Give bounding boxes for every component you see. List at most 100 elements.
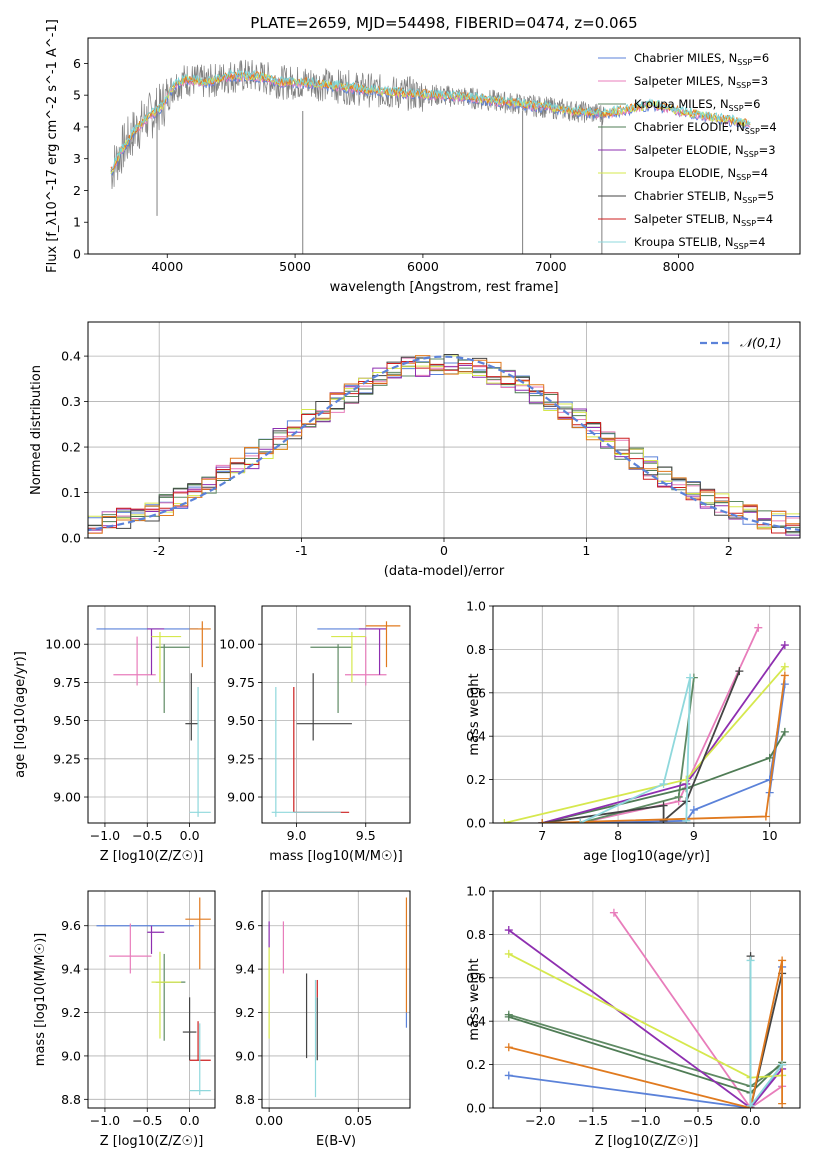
x-axis-label: Z [log10(Z/Z☉)] — [100, 1134, 204, 1149]
legend-label: Kroupa STELIB, NSSP=4 — [634, 235, 765, 251]
mass-weight-series-line — [542, 670, 741, 823]
y-tick-label: 4 — [73, 119, 81, 134]
mass-vs-metallicity-panel: −1.0 −0.5 0.0 8.8 9.0 9.2 9.4 9.6 Z [log10(Z/Z☉)… — [33, 890, 216, 1149]
y-tick-label: 0.2 — [466, 1057, 486, 1072]
mass-weight-marker — [778, 1060, 787, 1069]
legend-label-main: Chabrier MILES, N — [634, 51, 737, 65]
x-tick-label: 0.00 — [255, 1113, 283, 1128]
legend-label-tail: =4 — [756, 212, 773, 226]
mass-weight-marker — [778, 956, 787, 965]
y-tick-label: 0.3 — [61, 394, 81, 409]
mass-weight-series-line — [580, 627, 760, 823]
x-tick-label: −0.5 — [132, 1113, 162, 1128]
legend-label: Salpeter MILES, NSSP=3 — [634, 74, 768, 90]
y-tick-label: 0.2 — [61, 440, 81, 455]
legend-label-main: Salpeter STELIB, N — [634, 212, 741, 226]
y-tick-label: 9.50 — [53, 713, 81, 728]
y-tick-label: 0.0 — [61, 531, 81, 546]
y-axis-label: mass weight — [467, 958, 482, 1040]
legend-label-main: Chabrier ELODIE, N — [634, 120, 745, 134]
y-tick-label: 9.0 — [61, 1048, 81, 1063]
mass-weight-marker — [686, 673, 695, 682]
x-tick-label: −0.5 — [132, 828, 162, 843]
mass-weight-marker — [504, 1012, 513, 1021]
age-vs-mass-panel: 9.0 9.5 9.00 9.25 9.50 9.75 10.00 mass [log10(M… — [219, 605, 411, 864]
legend-label-tail: =5 — [757, 189, 774, 203]
x-tick-label: −0.5 — [683, 1113, 713, 1128]
axes-frame — [261, 890, 411, 1109]
axes-frame — [492, 605, 801, 824]
x-tick-label: 2 — [725, 543, 733, 558]
model-spectrum-line — [110, 69, 751, 170]
mass-weight-marker — [780, 671, 789, 680]
mass-weight-series-line — [580, 683, 786, 823]
y-tick-label: 9.25 — [227, 751, 255, 766]
y-axis-label: mass [log10(M/M☉)] — [33, 933, 48, 1066]
y-tick-label: 0.8 — [466, 642, 486, 657]
y-tick-label: 2 — [73, 183, 81, 198]
x-axis-label: E(B-V) — [316, 1134, 356, 1149]
y-tick-label: 5 — [73, 88, 81, 103]
age-vs-metallicity-panel: −1.0 −0.5 0.0 9.00 9.25 9.50 9.75 10.00 Z [log10… — [13, 605, 216, 864]
mass-weight-marker — [659, 816, 668, 823]
mass-weight-marker — [659, 801, 668, 810]
legend-label-main: Kroupa MILES, N — [634, 97, 729, 111]
mass-weight-series-line — [613, 912, 783, 1108]
y-tick-label: 10.00 — [45, 637, 81, 652]
y-tick-label: 0.0 — [466, 816, 486, 831]
plot-body — [110, 59, 751, 254]
mass-weight-marker — [746, 956, 755, 965]
x-tick-label: 7000 — [535, 259, 567, 274]
x-axis-label: wavelength [Angstrom, rest frame] — [330, 280, 559, 295]
y-tick-label: 9.4 — [61, 962, 81, 977]
y-tick-label: 9.50 — [227, 713, 255, 728]
legend-label-sub: SSP — [741, 219, 756, 228]
legend-label-main: Kroupa STELIB, N — [634, 235, 734, 249]
mass-weight-series-line — [579, 677, 691, 823]
y-tick-label: 3 — [73, 151, 81, 166]
y-axis-label: age [log10(age/yr)] — [13, 651, 28, 778]
x-axis-label: (data-model)/error — [384, 564, 505, 579]
y-tick-label: 1.0 — [466, 884, 486, 899]
legend-label-main: Salpeter ELODIE, N — [634, 143, 744, 157]
legend-label-sub: SSP — [742, 196, 757, 205]
y-tick-label: 9.0 — [235, 1048, 255, 1063]
y-tick-label: 9.25 — [53, 751, 81, 766]
y-tick-label: 0.6 — [466, 970, 486, 985]
y-tick-label: 9.2 — [235, 1005, 255, 1020]
mass-weight-series-line — [504, 666, 786, 823]
mass-weight-marker — [504, 1043, 513, 1052]
y-tick-label: 10.00 — [219, 637, 255, 652]
x-tick-label: 9 — [690, 828, 698, 843]
y-tick-label: 9.6 — [61, 918, 81, 933]
axes-frame — [87, 37, 801, 255]
x-tick-label: 4000 — [151, 259, 183, 274]
legend-label-sub: SSP — [737, 58, 752, 67]
figure-title: PLATE=2659, MJD=54498, FIBERID=0474, z=0… — [250, 14, 637, 32]
y-tick-label: 0.4 — [466, 729, 486, 744]
mass-weight-marker — [504, 926, 513, 935]
mass-weight-marker — [500, 819, 509, 823]
y-tick-label: 0.1 — [61, 485, 81, 500]
plot-body — [96, 897, 211, 1095]
mass-weight-series-line — [508, 960, 783, 1108]
y-tick-label: 0.4 — [61, 349, 81, 364]
mass-weight-marker — [576, 819, 585, 823]
mass-weight-series-line — [508, 929, 783, 1108]
x-tick-label: −2.0 — [525, 1113, 555, 1128]
histogram-series — [88, 355, 800, 534]
legend-label-tail: =4 — [760, 120, 777, 134]
y-tick-label: 0.6 — [466, 685, 486, 700]
x-tick-label: -2 — [153, 543, 165, 558]
y-tick-label: 0.2 — [466, 772, 486, 787]
y-tick-label: 6 — [73, 56, 81, 71]
x-axis-label: mass [log10(M/M☉)] — [269, 849, 402, 864]
mass-weight-marker — [674, 792, 683, 801]
mass-weight-marker — [538, 819, 547, 823]
axes-frame — [87, 605, 216, 824]
legend-label-main: Salpeter MILES, N — [634, 74, 736, 88]
legend-label-tail: =6 — [752, 51, 769, 65]
mass-weight-vs-metallicity-panel: −2.0 −1.5 −1.0 −0.5 0.0 0.0 0.2 0.4 0.6 0.8 1.0 Z [… — [466, 884, 801, 1149]
y-axis-label: Normed distribution — [29, 365, 44, 495]
y-tick-label: 9.75 — [227, 675, 255, 690]
